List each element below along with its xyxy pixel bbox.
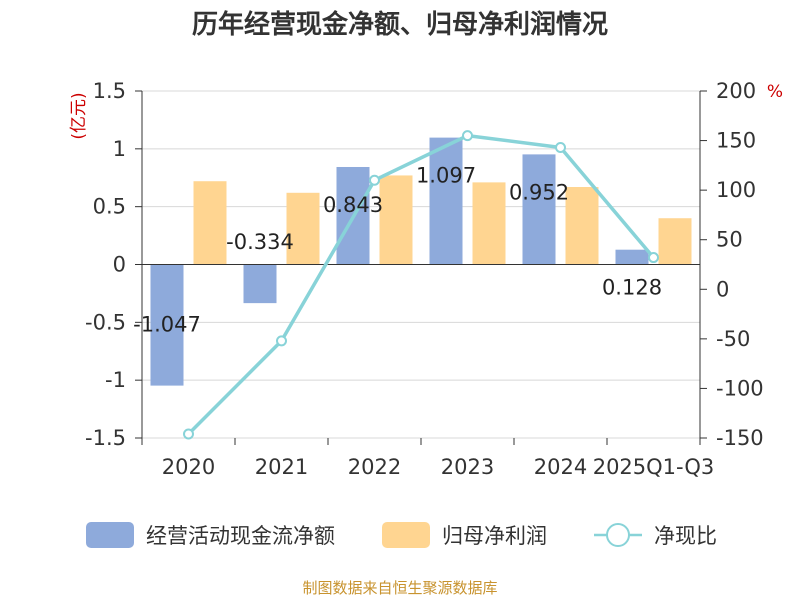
legend-swatch xyxy=(86,522,134,548)
bar xyxy=(193,181,227,265)
left-tick-label: 1 xyxy=(113,137,126,161)
line-point xyxy=(369,174,380,186)
bar xyxy=(150,264,184,386)
left-tick-label: -1 xyxy=(105,368,126,392)
line-point xyxy=(183,428,194,440)
right-tick-label: 100 xyxy=(716,178,756,202)
bar xyxy=(243,264,277,304)
data-label: 0.952 xyxy=(509,180,569,204)
x-tick-label: 2022 xyxy=(348,455,401,479)
bar xyxy=(522,154,556,265)
legend-swatch xyxy=(382,522,430,548)
x-tick-label: 2023 xyxy=(441,455,494,479)
data-label: 1.097 xyxy=(416,164,476,188)
axes: 1.5 1 0.5 0 -0.5 -1 -1.5 200 150 100 50 0 -50 -100 -15… xyxy=(85,79,764,479)
series-line xyxy=(187,133,655,436)
right-tick-label: -100 xyxy=(716,376,764,400)
bar xyxy=(615,249,649,265)
source-note: 制图数据来自恒生聚源数据库 xyxy=(302,579,497,597)
x-tick-label: 2025Q1-Q3 xyxy=(593,455,715,479)
right-tick-label: 150 xyxy=(716,129,756,153)
data-labels: -1.047 -0.334 0.843 1.097 0.952 0.128 xyxy=(133,164,662,337)
bar xyxy=(658,218,692,265)
x-tick-label: 2024 xyxy=(534,455,587,479)
data-label: 0.128 xyxy=(602,276,662,300)
bar-series xyxy=(150,137,692,386)
left-tick-label: 1.5 xyxy=(93,79,126,103)
left-axis-unit: (亿元) xyxy=(69,92,89,139)
left-tick-label: 0.5 xyxy=(93,195,126,219)
legend: 经营活动现金流净额 归母净利润 净现比 xyxy=(86,522,717,548)
right-tick-label: 200 xyxy=(716,79,756,103)
right-tick-label: 0 xyxy=(716,277,729,301)
bar xyxy=(379,175,413,265)
line-series xyxy=(183,130,659,440)
data-label: -1.047 xyxy=(133,313,201,337)
bar xyxy=(286,192,320,265)
line-point xyxy=(462,130,473,142)
data-label: 0.843 xyxy=(323,193,383,217)
legend-label: 归母净利润 xyxy=(442,524,547,548)
right-tick-label: 50 xyxy=(716,228,743,252)
data-label: -0.334 xyxy=(226,230,294,254)
right-tick-label: -150 xyxy=(716,426,764,450)
bar xyxy=(565,187,599,265)
legend-swatch-marker xyxy=(606,523,630,547)
line-point xyxy=(648,252,659,264)
x-tick-label: 2020 xyxy=(162,455,215,479)
right-axis-unit: % xyxy=(767,82,783,102)
left-tick-label: 0 xyxy=(113,253,126,277)
bar xyxy=(472,182,506,265)
bar xyxy=(429,137,463,265)
legend-label: 经营活动现金流净额 xyxy=(146,524,335,548)
left-tick-label: -1.5 xyxy=(85,426,126,450)
chart-title: 历年经营现金净额、归母净利润情况 xyxy=(192,9,608,40)
right-tick-label: -50 xyxy=(716,327,750,351)
left-tick-label: -0.5 xyxy=(85,310,126,334)
line-point xyxy=(276,335,287,347)
x-tick-label: 2021 xyxy=(255,455,308,479)
legend-label: 净现比 xyxy=(654,524,717,548)
line-point xyxy=(555,142,566,154)
